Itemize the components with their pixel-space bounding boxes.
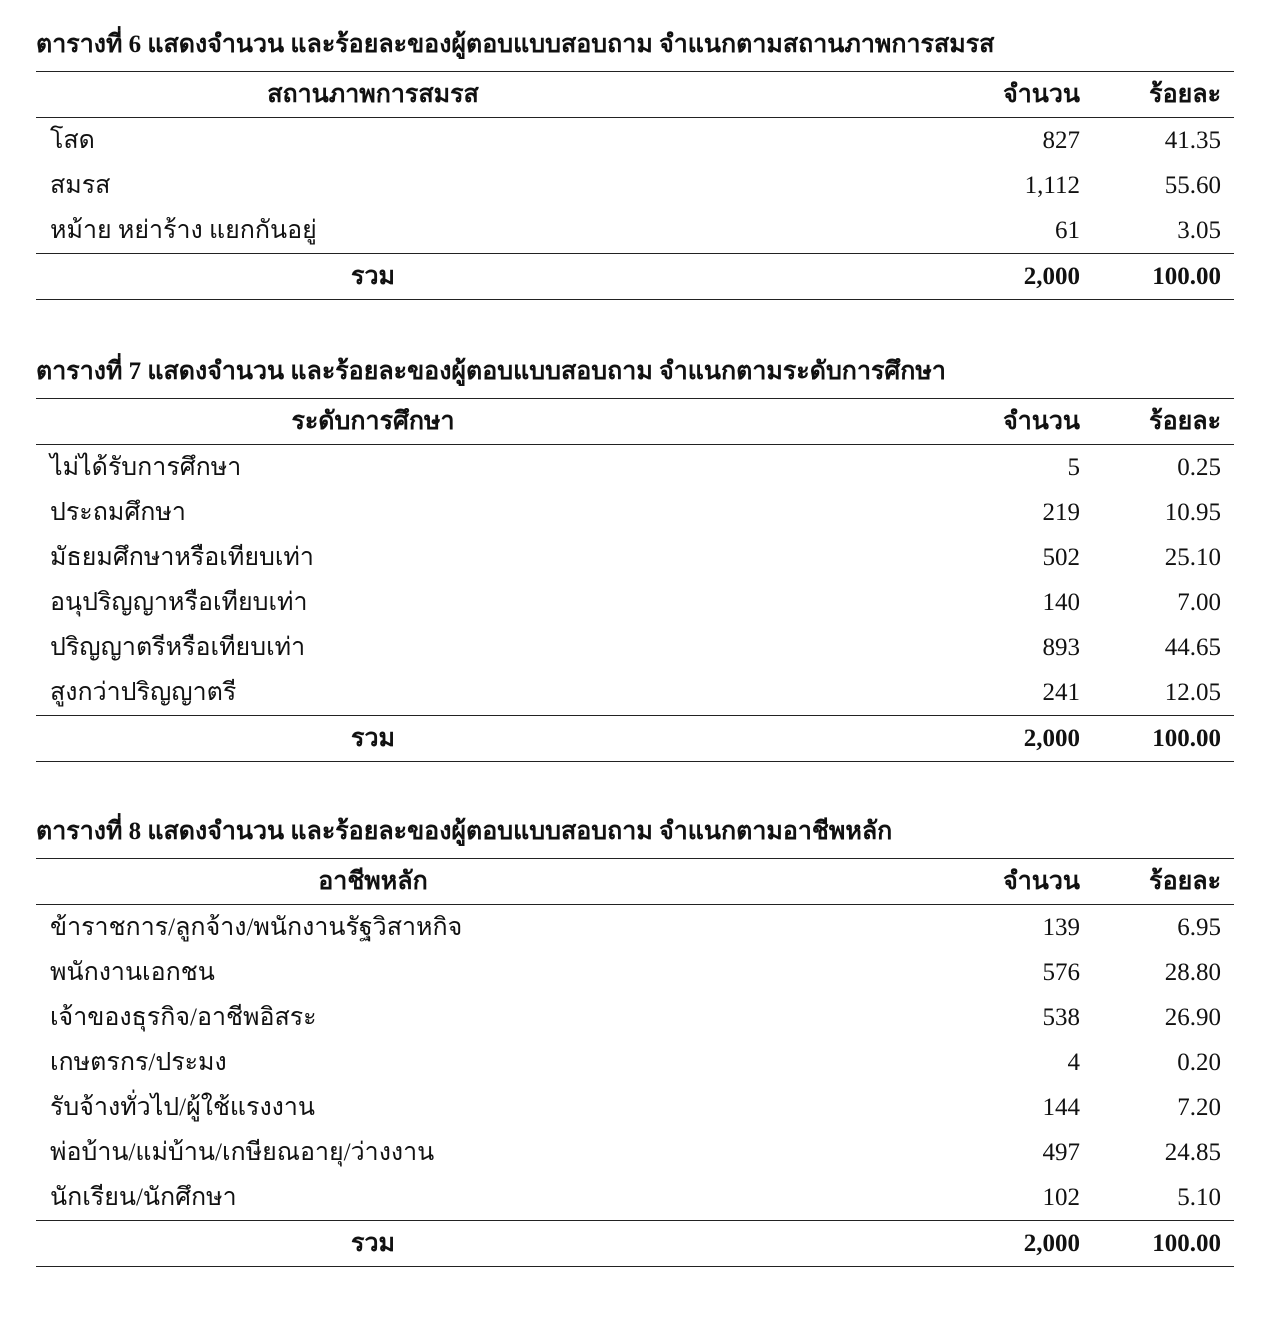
count-cell: 497: [1042, 1139, 1081, 1166]
percent-cell: 24.85: [1164, 1139, 1221, 1166]
column-header-category: ระดับการศึกษา: [291, 408, 455, 435]
table-caption: ตารางที่ 7 แสดงจำนวน และร้อยละของผู้ตอบแ…: [36, 358, 946, 385]
table-row: พนักงานเอกชน 576 28.80: [36, 950, 1234, 995]
percent-cell: 6.95: [1177, 914, 1221, 941]
table-row: อนุปริญญาหรือเทียบเท่า 140 7.00: [36, 580, 1234, 625]
category-cell: อนุปริญญาหรือเทียบเท่า: [50, 589, 308, 616]
percent-cell: 7.00: [1177, 589, 1221, 616]
count-cell: 241: [1042, 679, 1081, 706]
total-label: รวม: [351, 1230, 395, 1257]
total-percent: 100.00: [1152, 263, 1221, 290]
total-label: รวม: [351, 263, 395, 290]
category-cell: เกษตรกร/ประมง: [50, 1049, 227, 1076]
count-cell: 102: [1042, 1184, 1081, 1211]
percent-cell: 0.20: [1177, 1049, 1221, 1076]
category-cell: สูงกว่าปริญญาตรี: [50, 679, 237, 706]
category-cell: ประถมศึกษา: [50, 499, 186, 526]
category-cell: พ่อบ้าน/แม่บ้าน/เกษียณอายุ/ว่างงาน: [50, 1139, 435, 1166]
total-count: 2,000: [1023, 1230, 1080, 1257]
percent-cell: 55.60: [1164, 172, 1221, 199]
total-count: 2,000: [1023, 725, 1080, 752]
header-row: สถานภาพการสมรส จำนวน ร้อยละ: [36, 71, 1234, 118]
table-marital-status: สถานภาพการสมรส จำนวน ร้อยละ โสด 827 41.3…: [36, 71, 1234, 300]
percent-cell: 7.20: [1177, 1094, 1221, 1121]
table-row: พ่อบ้าน/แม่บ้าน/เกษียณอายุ/ว่างงาน 497 2…: [36, 1130, 1234, 1175]
table-row: สมรส 1,112 55.60: [36, 163, 1234, 208]
table-row: หม้าย หย่าร้าง แยกกันอยู่ 61 3.05: [36, 208, 1234, 254]
count-cell: 1,112: [1024, 172, 1080, 199]
table-row: ปริญญาตรีหรือเทียบเท่า 893 44.65: [36, 625, 1234, 670]
table-row: นักเรียน/นักศึกษา 102 5.10: [36, 1175, 1234, 1221]
column-header-category: สถานภาพการสมรส: [267, 81, 479, 108]
count-cell: 502: [1042, 544, 1081, 571]
percent-cell: 10.95: [1164, 499, 1221, 526]
count-cell: 576: [1042, 959, 1081, 986]
table-caption: ตารางที่ 6 แสดงจำนวน และร้อยละของผู้ตอบแ…: [36, 31, 995, 58]
category-cell: พนักงานเอกชน: [50, 959, 215, 986]
column-header-count: จำนวน: [1003, 408, 1080, 435]
count-cell: 827: [1042, 127, 1081, 154]
category-cell: ไม่ได้รับการศึกษา: [50, 454, 242, 481]
percent-cell: 0.25: [1177, 454, 1221, 481]
total-row: รวม 2,000 100.00: [36, 253, 1234, 300]
category-cell: นักเรียน/นักศึกษา: [50, 1184, 237, 1211]
category-cell: ปริญญาตรีหรือเทียบเท่า: [50, 634, 306, 661]
category-cell: เจ้าของธุรกิจ/อาชีพอิสระ: [50, 1004, 317, 1031]
column-header-category: อาชีพหลัก: [318, 868, 428, 895]
table-section-marital-status: ตารางที่ 6 แสดงจำนวน และร้อยละของผู้ตอบแ…: [36, 30, 1234, 300]
count-cell: 144: [1042, 1094, 1081, 1121]
category-cell: มัธยมศึกษาหรือเทียบเท่า: [50, 544, 314, 571]
percent-cell: 25.10: [1164, 544, 1221, 571]
count-cell: 893: [1042, 634, 1081, 661]
table-section-education-level: ตารางที่ 7 แสดงจำนวน และร้อยละของผู้ตอบแ…: [36, 357, 1234, 762]
count-cell: 219: [1042, 499, 1081, 526]
total-row: รวม 2,000 100.00: [36, 715, 1234, 762]
table-row: รับจ้างทั่วไป/ผู้ใช้แรงงาน 144 7.20: [36, 1085, 1234, 1130]
table-row: ข้าราชการ/ลูกจ้าง/พนักงานรัฐวิสาหกิจ 139…: [36, 905, 1234, 951]
table-caption: ตารางที่ 8 แสดงจำนวน และร้อยละของผู้ตอบแ…: [36, 818, 893, 845]
total-percent: 100.00: [1152, 725, 1221, 752]
count-cell: 4: [1067, 1049, 1081, 1076]
total-label: รวม: [351, 725, 395, 752]
table-education-level: ระดับการศึกษา จำนวน ร้อยละ ไม่ได้รับการศ…: [36, 398, 1234, 762]
total-count: 2,000: [1023, 263, 1080, 290]
total-row: รวม 2,000 100.00: [36, 1220, 1234, 1267]
count-cell: 538: [1042, 1004, 1081, 1031]
column-header-count: จำนวน: [1003, 81, 1080, 108]
count-cell: 140: [1042, 589, 1081, 616]
count-cell: 139: [1042, 914, 1081, 941]
category-cell: โสด: [50, 127, 95, 154]
table-row: เจ้าของธุรกิจ/อาชีพอิสระ 538 26.90: [36, 995, 1234, 1040]
table-row: ประถมศึกษา 219 10.95: [36, 490, 1234, 535]
count-cell: 61: [1055, 217, 1080, 244]
category-cell: หม้าย หย่าร้าง แยกกันอยู่: [50, 217, 317, 244]
header-row: ระดับการศึกษา จำนวน ร้อยละ: [36, 398, 1234, 445]
percent-cell: 26.90: [1164, 1004, 1221, 1031]
table-section-main-occupation: ตารางที่ 8 แสดงจำนวน และร้อยละของผู้ตอบแ…: [36, 817, 1234, 1267]
table-row: ไม่ได้รับการศึกษา 5 0.25: [36, 445, 1234, 491]
column-header-percent: ร้อยละ: [1149, 81, 1221, 108]
percent-cell: 28.80: [1164, 959, 1221, 986]
table-row: โสด 827 41.35: [36, 118, 1234, 164]
percent-cell: 3.05: [1177, 217, 1221, 244]
column-header-percent: ร้อยละ: [1149, 868, 1221, 895]
percent-cell: 5.10: [1177, 1184, 1221, 1211]
table-row: สูงกว่าปริญญาตรี 241 12.05: [36, 670, 1234, 716]
category-cell: รับจ้างทั่วไป/ผู้ใช้แรงงาน: [50, 1094, 316, 1121]
percent-cell: 12.05: [1164, 679, 1221, 706]
table-main-occupation: อาชีพหลัก จำนวน ร้อยละ ข้าราชการ/ลูกจ้าง…: [36, 858, 1234, 1267]
table-row: มัธยมศึกษาหรือเทียบเท่า 502 25.10: [36, 535, 1234, 580]
total-percent: 100.00: [1152, 1230, 1221, 1257]
column-header-percent: ร้อยละ: [1149, 408, 1221, 435]
percent-cell: 41.35: [1164, 127, 1221, 154]
category-cell: ข้าราชการ/ลูกจ้าง/พนักงานรัฐวิสาหกิจ: [50, 914, 463, 941]
count-cell: 5: [1067, 454, 1081, 481]
percent-cell: 44.65: [1164, 634, 1221, 661]
header-row: อาชีพหลัก จำนวน ร้อยละ: [36, 858, 1234, 905]
column-header-count: จำนวน: [1003, 868, 1080, 895]
table-row: เกษตรกร/ประมง 4 0.20: [36, 1040, 1234, 1085]
category-cell: สมรส: [50, 172, 111, 199]
